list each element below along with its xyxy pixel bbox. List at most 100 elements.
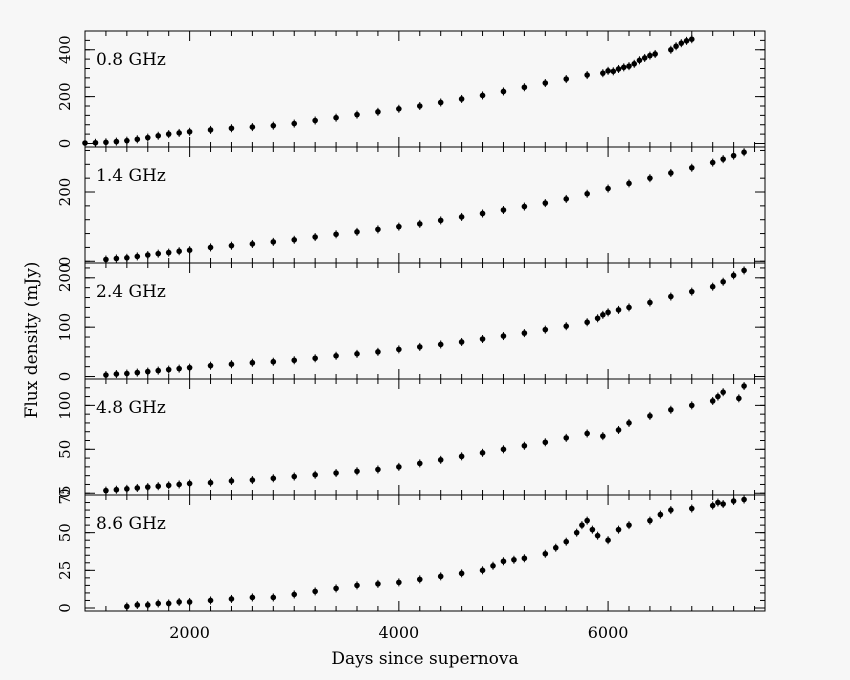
data-point — [615, 66, 622, 72]
data-point — [113, 138, 120, 145]
data-point — [207, 597, 214, 604]
data-point — [636, 57, 643, 64]
data-point — [124, 370, 130, 377]
x-tick-label: 4000 — [378, 623, 419, 642]
data-point — [584, 430, 590, 437]
y-tick-label: 0 — [56, 488, 74, 498]
panel-label: 8.6 GHz — [96, 514, 166, 534]
data-point — [709, 283, 716, 290]
panel-frame — [84, 30, 766, 148]
data-point — [715, 393, 721, 400]
x-tick-label: 2000 — [169, 623, 210, 642]
data-point — [709, 502, 716, 509]
data-point — [626, 180, 632, 187]
data-point — [124, 137, 130, 144]
y-tick-label: 0 — [56, 139, 74, 149]
data-point — [688, 402, 695, 409]
data-point — [103, 487, 109, 494]
data-point — [605, 537, 611, 543]
y-tick-label: 50 — [56, 523, 74, 542]
data-point — [186, 480, 193, 487]
data-point — [291, 357, 298, 364]
data-point — [165, 366, 172, 373]
data-point — [396, 106, 402, 112]
data-point — [715, 499, 721, 506]
data-point — [600, 70, 606, 76]
data-point — [354, 229, 360, 235]
y-tick-label: 400 — [56, 35, 74, 64]
data-point — [563, 323, 570, 329]
data-point — [736, 395, 742, 402]
data-point — [720, 389, 726, 395]
data-point — [668, 46, 674, 53]
data-point — [333, 231, 339, 238]
data-point — [610, 68, 617, 75]
data-point — [155, 250, 162, 257]
data-point — [600, 433, 606, 439]
data-point — [228, 125, 235, 132]
y-tick-label: 0 — [56, 257, 74, 267]
data-point — [615, 427, 622, 433]
data-point — [270, 475, 277, 482]
data-point — [521, 330, 528, 336]
data-point — [458, 453, 465, 460]
data-point — [103, 256, 109, 263]
data-point — [600, 312, 606, 318]
data-point — [730, 272, 737, 279]
data-point — [396, 464, 402, 470]
data-point — [134, 485, 141, 491]
data-point — [249, 477, 256, 483]
data-point — [270, 122, 277, 129]
data-point — [176, 248, 182, 255]
data-point — [542, 326, 549, 333]
data-point — [542, 439, 549, 446]
y-tick-label: 200 — [56, 178, 74, 207]
y-tick-label: 25 — [56, 561, 74, 580]
data-point — [312, 471, 318, 478]
data-point — [186, 247, 193, 253]
panel-label: 2.4 GHz — [96, 282, 166, 302]
data-point — [741, 383, 747, 389]
data-point — [396, 223, 402, 230]
data-point — [500, 88, 507, 95]
data-point — [270, 594, 277, 601]
data-point — [291, 473, 298, 480]
data-point — [207, 244, 214, 251]
y-tick-label: 100 — [56, 313, 74, 342]
data-point — [186, 364, 193, 371]
data-point — [354, 582, 360, 589]
data-point — [584, 319, 590, 326]
data-point — [124, 603, 130, 610]
panel-frame — [84, 494, 766, 612]
data-point — [333, 114, 339, 121]
data-point — [626, 420, 632, 426]
y-tick-label: 200 — [56, 263, 74, 292]
data-point — [291, 120, 298, 127]
data-point — [176, 130, 182, 136]
data-point — [458, 570, 465, 577]
data-point — [416, 460, 423, 467]
data-point — [176, 365, 182, 372]
data-point — [437, 99, 444, 106]
data-point — [657, 511, 664, 518]
data-point — [228, 361, 235, 367]
data-point — [416, 576, 423, 583]
data-point — [134, 253, 141, 260]
data-point — [741, 496, 747, 503]
data-point — [291, 237, 298, 243]
data-point — [589, 526, 596, 533]
panel-3: 0 100 200 2.4 GHz — [56, 262, 766, 381]
data-point — [375, 581, 381, 587]
data-point — [354, 351, 360, 357]
data-point — [668, 507, 674, 513]
data-point — [500, 333, 507, 339]
data-point — [626, 304, 632, 311]
data-point — [720, 501, 726, 507]
data-point — [668, 170, 674, 176]
data-point — [500, 558, 507, 565]
data-point — [741, 149, 747, 155]
y-tick-label: 0 — [56, 603, 74, 613]
data-point — [396, 346, 402, 353]
